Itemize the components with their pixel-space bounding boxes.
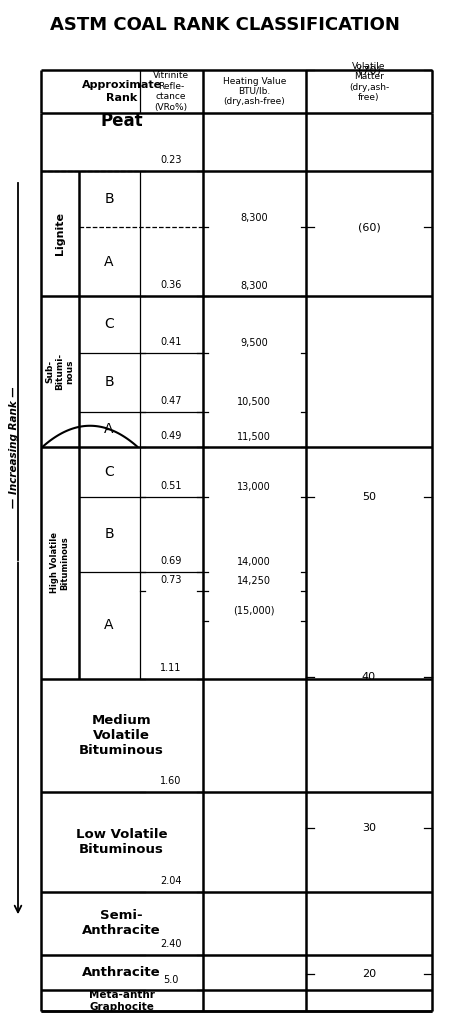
Text: Anthracite: Anthracite xyxy=(82,966,161,979)
Text: 9,500: 9,500 xyxy=(240,337,268,347)
Text: ASTM COAL RANK CLASSIFICATION: ASTM COAL RANK CLASSIFICATION xyxy=(50,16,400,35)
Text: 40: 40 xyxy=(362,673,376,682)
Text: A: A xyxy=(104,423,114,436)
Text: Lignite: Lignite xyxy=(54,212,65,255)
Text: (60): (60) xyxy=(358,223,380,233)
Text: 14,250: 14,250 xyxy=(237,576,271,586)
Text: 1.11: 1.11 xyxy=(160,663,182,674)
Text: Vitrinite
Refle-
ctance
(VRo%): Vitrinite Refle- ctance (VRo%) xyxy=(153,71,189,112)
Text: 13,000: 13,000 xyxy=(238,482,271,492)
Text: 0.51: 0.51 xyxy=(160,481,182,491)
Text: (15,000): (15,000) xyxy=(234,606,275,616)
Text: High Volatile
Bituminous: High Volatile Bituminous xyxy=(50,532,69,593)
Text: B: B xyxy=(104,527,114,542)
Text: 0.49: 0.49 xyxy=(160,431,182,441)
Text: 11,500: 11,500 xyxy=(237,432,271,442)
Text: 8,300: 8,300 xyxy=(240,212,268,223)
Text: 2.40: 2.40 xyxy=(160,939,182,949)
Text: 1.60: 1.60 xyxy=(160,776,182,786)
Text: Peat: Peat xyxy=(100,112,143,130)
Text: 0.23: 0.23 xyxy=(160,155,182,166)
Text: Sub-
Bitumi-
nous: Sub- Bitumi- nous xyxy=(45,353,74,390)
Text: Semi-
Anthracite: Semi- Anthracite xyxy=(82,909,161,937)
Text: A: A xyxy=(104,619,114,632)
Text: C: C xyxy=(104,464,114,479)
Text: Meta-anthr
Graphocite: Meta-anthr Graphocite xyxy=(89,990,154,1012)
Text: B: B xyxy=(104,375,114,389)
Text: 0.73: 0.73 xyxy=(160,575,182,585)
Text: C: C xyxy=(104,317,114,331)
Text: 30: 30 xyxy=(362,823,376,833)
Text: Medium
Volatile
Bituminous: Medium Volatile Bituminous xyxy=(79,714,164,757)
Text: 20: 20 xyxy=(362,968,376,978)
Text: 0.69: 0.69 xyxy=(160,556,182,566)
Text: — Increasing Rank —: — Increasing Rank — xyxy=(9,386,19,508)
Text: (70): (70) xyxy=(358,65,380,75)
Text: Heating Value
BTU/lb.
(dry,ash-free): Heating Value BTU/lb. (dry,ash-free) xyxy=(223,76,286,107)
Text: 10,500: 10,500 xyxy=(237,397,271,407)
Text: 14,000: 14,000 xyxy=(238,557,271,567)
Text: 0.41: 0.41 xyxy=(160,336,182,346)
Text: 2.04: 2.04 xyxy=(160,876,182,886)
Text: B: B xyxy=(104,192,114,206)
Text: 5.0: 5.0 xyxy=(163,974,179,985)
Text: Approximate
Rank: Approximate Rank xyxy=(81,80,162,103)
Text: 50: 50 xyxy=(362,492,376,502)
Text: A: A xyxy=(104,255,114,269)
Text: 0.36: 0.36 xyxy=(160,280,182,291)
Text: 8,300: 8,300 xyxy=(240,281,268,292)
Text: Low Volatile
Bituminous: Low Volatile Bituminous xyxy=(76,828,167,855)
Text: Volatile
Matter
(dry,ash-
free): Volatile Matter (dry,ash- free) xyxy=(349,62,389,102)
Text: 0.47: 0.47 xyxy=(160,396,182,406)
